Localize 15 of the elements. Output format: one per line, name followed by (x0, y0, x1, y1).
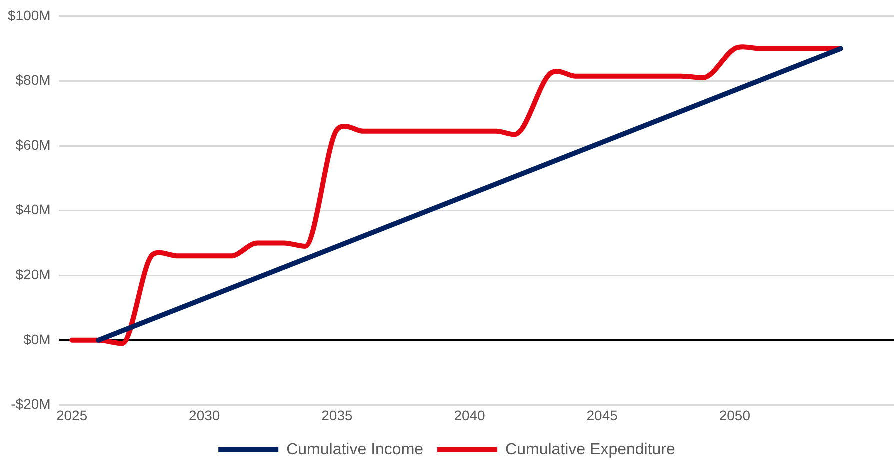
y-tick-label: $60M (16, 136, 51, 153)
y-tick-label: $80M (16, 72, 51, 88)
y-tick-label: $100M (8, 7, 51, 24)
legend-label: Cumulative Expenditure (506, 441, 676, 458)
x-tick-label: 2035 (322, 407, 353, 424)
x-tick-label: 2030 (189, 407, 220, 424)
x-tick-label: 2040 (454, 407, 486, 424)
y-tick-label: $40M (16, 202, 51, 218)
x-tick-label: 2025 (56, 407, 88, 424)
x-tick-label: 2050 (719, 407, 751, 424)
y-tick-label: $20M (16, 266, 51, 282)
y-tick-label: $0M (24, 331, 51, 348)
y-tick-label: -$20M (11, 396, 51, 412)
x-tick-label: 2045 (586, 407, 618, 424)
legend-label: Cumulative Income (286, 441, 424, 458)
